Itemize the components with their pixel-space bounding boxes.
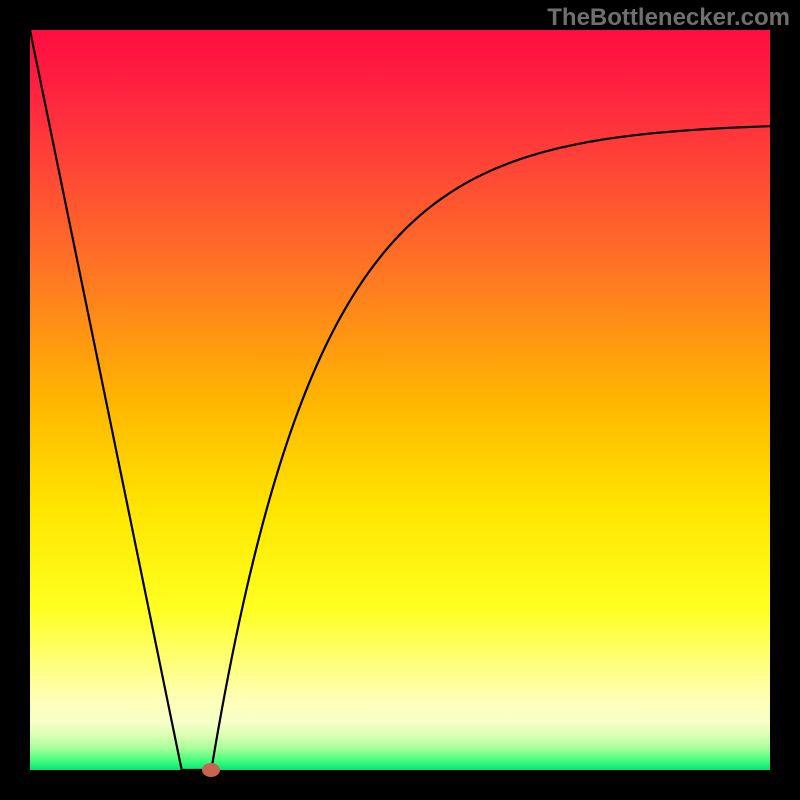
chart-container: TheBottlenecker.com (0, 0, 800, 800)
plot-area (30, 30, 770, 770)
optimum-marker (202, 763, 220, 777)
bottleneck-curve (30, 30, 770, 770)
watermark-text: TheBottlenecker.com (547, 4, 790, 32)
